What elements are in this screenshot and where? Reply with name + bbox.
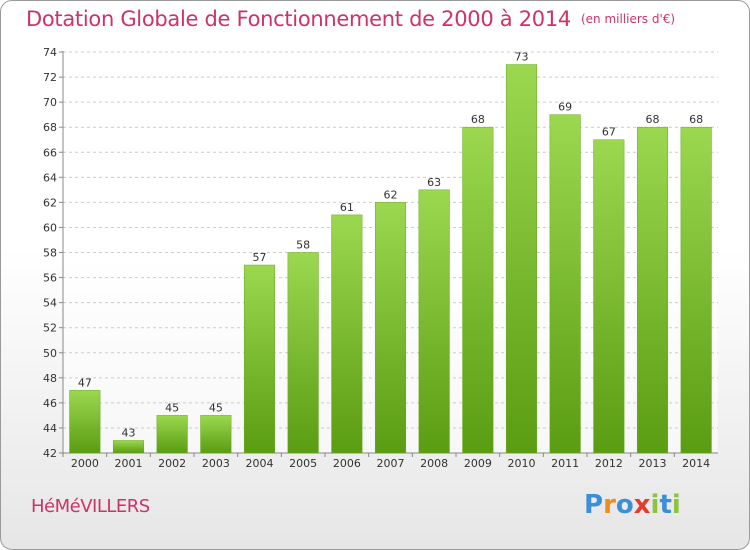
data-label: 61: [340, 201, 354, 214]
y-tick-label: 72: [43, 71, 57, 84]
logo-letter: o: [615, 490, 634, 520]
bar: [505, 64, 538, 454]
logo-letter: P: [584, 490, 604, 520]
y-tick-label: 52: [43, 322, 57, 335]
bar: [636, 126, 669, 454]
y-tick-label: 48: [43, 372, 57, 385]
bar: [243, 264, 276, 454]
bar: [680, 126, 712, 454]
logo-letter: t: [659, 490, 672, 520]
bar: [287, 252, 319, 454]
data-label: 47: [78, 376, 92, 389]
chart-title: Dotation Globale de Fonctionnement de 20…: [26, 7, 675, 31]
data-label: 45: [165, 401, 179, 414]
x-tick-label: 2003: [202, 457, 230, 470]
data-label: 69: [558, 101, 572, 114]
x-tick-label: 2008: [420, 457, 448, 470]
x-tick-label: 2001: [115, 457, 143, 470]
data-label: 68: [471, 113, 485, 126]
x-tick-label: 2010: [508, 457, 536, 470]
y-tick-label: 74: [43, 46, 57, 59]
bar: [69, 390, 101, 454]
chart-title-text: Dotation Globale de Fonctionnement de 20…: [26, 7, 571, 31]
chart-unit: (en milliers d'€): [580, 12, 676, 26]
y-tick-label: 68: [43, 121, 57, 134]
data-label: 73: [515, 51, 529, 64]
x-tick-label: 2012: [595, 457, 623, 470]
y-tick-label: 62: [43, 196, 57, 209]
data-label: 43: [122, 426, 136, 439]
logo-letter: x: [633, 490, 651, 520]
y-tick-label: 44: [43, 422, 57, 435]
bar: [462, 126, 494, 454]
x-tick-label: 2011: [551, 457, 579, 470]
data-label: 68: [689, 113, 703, 126]
bar: [374, 202, 407, 454]
y-tick-label: 60: [43, 221, 57, 234]
y-tick-label: 42: [43, 447, 57, 460]
x-tick-label: 2014: [682, 457, 710, 470]
y-tick-label: 58: [43, 247, 57, 260]
data-label: 68: [646, 113, 660, 126]
commune-name: HéMéVILLERS: [31, 496, 150, 517]
data-label: 67: [602, 126, 616, 139]
y-tick-label: 50: [43, 347, 57, 360]
y-tick-label: 54: [43, 297, 57, 310]
data-label: 63: [427, 176, 441, 189]
data-label: 62: [384, 188, 398, 201]
x-tick-label: 2000: [71, 457, 99, 470]
x-tick-label: 2002: [158, 457, 186, 470]
bar: [156, 415, 188, 454]
y-tick-label: 56: [43, 272, 57, 285]
bar: [112, 440, 145, 454]
proxiti-logo: Proxiti: [584, 490, 681, 520]
x-tick-label: 2006: [333, 457, 361, 470]
data-label: 58: [296, 239, 310, 252]
y-tick-label: 70: [43, 96, 57, 109]
y-tick-label: 64: [43, 171, 57, 184]
logo-letter: i: [671, 490, 681, 520]
x-tick-label: 2005: [289, 457, 317, 470]
bar: [331, 214, 363, 454]
bar: [418, 189, 450, 454]
bar: [593, 139, 625, 454]
data-label: 45: [209, 401, 223, 414]
y-tick-label: 66: [43, 146, 57, 159]
logo-letter: r: [603, 490, 616, 520]
y-tick-label: 46: [43, 397, 57, 410]
logo-letter: i: [650, 490, 660, 520]
bar: [200, 415, 232, 454]
data-label: 57: [253, 251, 267, 264]
x-tick-label: 2004: [246, 457, 274, 470]
x-tick-label: 2013: [639, 457, 667, 470]
x-tick-label: 2007: [377, 457, 405, 470]
bar: [549, 114, 581, 454]
x-tick-label: 2009: [464, 457, 492, 470]
